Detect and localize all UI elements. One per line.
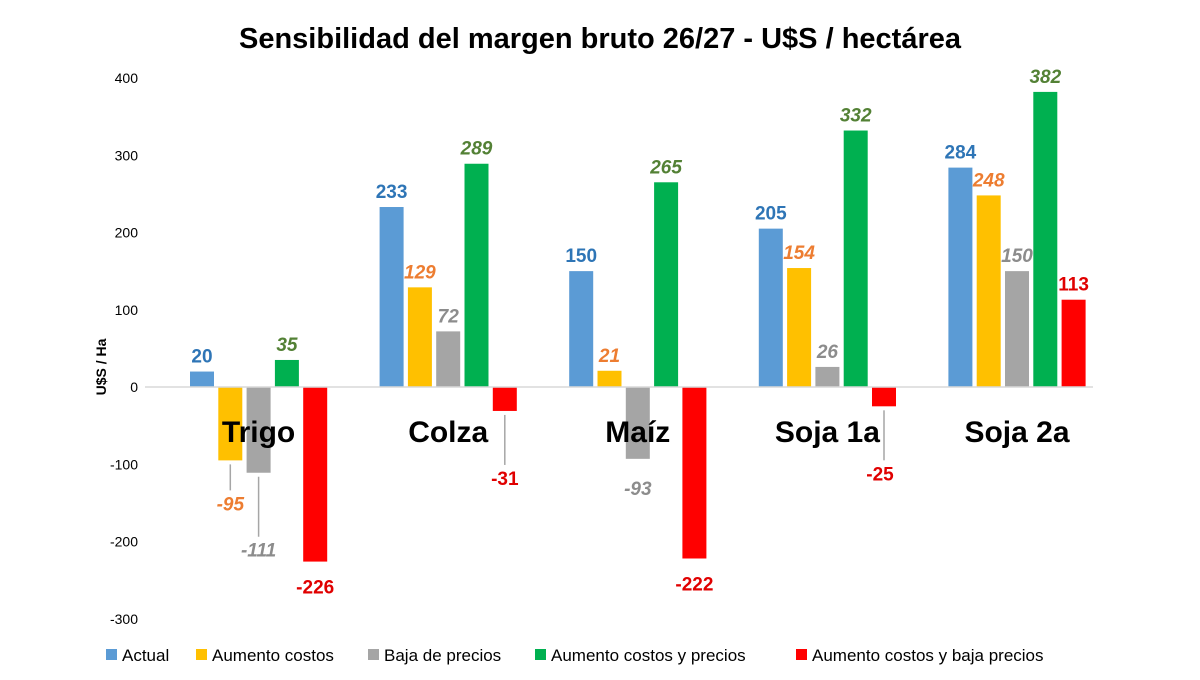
data-label: 284 (945, 143, 977, 164)
bar-2-1 (436, 331, 461, 387)
category-label: Trigo (222, 416, 295, 449)
data-label: -93 (624, 479, 652, 500)
data-label: 20 (191, 347, 212, 368)
y-axis: -300 -200 -100 0 100 200 300 400 (110, 70, 138, 627)
bar-3-4 (1033, 91, 1058, 387)
bar-4-0 (303, 387, 328, 562)
bar-2-4 (1005, 271, 1029, 387)
data-label: 265 (649, 157, 682, 178)
data-label: -25 (866, 464, 894, 485)
legend-swatch (535, 649, 546, 660)
data-label: 21 (598, 346, 620, 367)
bar-1-3 (787, 268, 812, 387)
bar-3-0 (274, 359, 299, 387)
legend-item: Aumento costos y baja precios (812, 646, 1044, 665)
bar-2-2 (625, 387, 650, 459)
data-label: 248 (972, 170, 1005, 191)
data-label: 150 (1001, 246, 1033, 267)
data-label: -222 (675, 574, 713, 595)
data-label: -31 (491, 469, 519, 490)
bar-1-1 (407, 287, 432, 387)
legend-item: Actual (122, 646, 169, 665)
y-tick-label: 100 (115, 302, 139, 318)
category-label: Maíz (605, 416, 670, 449)
bar-1-0 (218, 387, 243, 461)
data-label: 382 (1029, 67, 1061, 88)
bar-2-3 (815, 366, 840, 387)
data-label: 289 (460, 139, 493, 160)
bar-3-1 (464, 163, 489, 387)
bar-3-3 (843, 130, 868, 387)
data-label: 129 (404, 262, 436, 283)
category-label: Soja 2a (964, 416, 1069, 449)
y-tick-label: -100 (110, 456, 138, 472)
bar-3-2 (654, 182, 679, 387)
bar-0-1 (379, 207, 404, 387)
data-label: -111 (241, 541, 276, 562)
bar-0-2 (569, 271, 594, 387)
bar-4-3 (872, 387, 896, 407)
data-label: 233 (376, 182, 408, 203)
data-label: -226 (296, 578, 334, 599)
data-labels: 20 -95 -111 35 -226 233 129 72 289 -31 150 21 -93 265… (191, 67, 1088, 599)
chart-title: Sensibilidad del margen bruto 26/27 - U$… (239, 23, 962, 55)
data-label: 150 (565, 246, 597, 267)
y-tick-label: -300 (110, 611, 138, 627)
data-label: 72 (438, 306, 460, 327)
legend-swatch (368, 649, 379, 660)
data-label: 113 (1058, 275, 1089, 296)
data-label: 205 (755, 204, 787, 225)
y-tick-label: 200 (115, 225, 139, 241)
y-tick-label: 400 (115, 70, 139, 86)
data-label: 154 (783, 243, 815, 264)
y-axis-label: U$S / Ha (93, 338, 109, 395)
bar-0-0 (190, 371, 214, 387)
bar-4-1 (492, 387, 517, 411)
legend-swatch (106, 649, 117, 660)
legend-swatch (796, 649, 807, 660)
bar-0-4 (948, 167, 973, 387)
data-label: 26 (816, 342, 839, 363)
bar-1-4 (976, 195, 1001, 387)
category-label: Colza (408, 416, 488, 449)
bar-2-0 (246, 387, 271, 473)
legend-item: Baja de precios (384, 646, 501, 665)
data-label: 332 (840, 106, 872, 127)
legend-item: Aumento costos y precios (551, 646, 746, 665)
legend-item: Aumento costos (212, 646, 334, 665)
bars (190, 91, 1086, 562)
bar-1-2 (597, 370, 622, 387)
y-tick-label: -200 (110, 534, 138, 550)
bar-4-4 (1061, 299, 1086, 387)
category-label: Soja 1a (775, 416, 880, 449)
bar-0-3 (758, 228, 783, 387)
legend: Actual Aumento costos Baja de precios Aumen… (106, 646, 1044, 665)
legend-swatch (196, 649, 207, 660)
bar-4-2 (682, 387, 707, 559)
y-tick-label: 0 (130, 379, 138, 395)
category-labels: Trigo Colza Maíz Soja 1a Soja 2a (222, 416, 1070, 449)
data-label: -95 (217, 494, 245, 515)
y-tick-label: 300 (115, 147, 139, 163)
data-label: 35 (276, 335, 298, 356)
